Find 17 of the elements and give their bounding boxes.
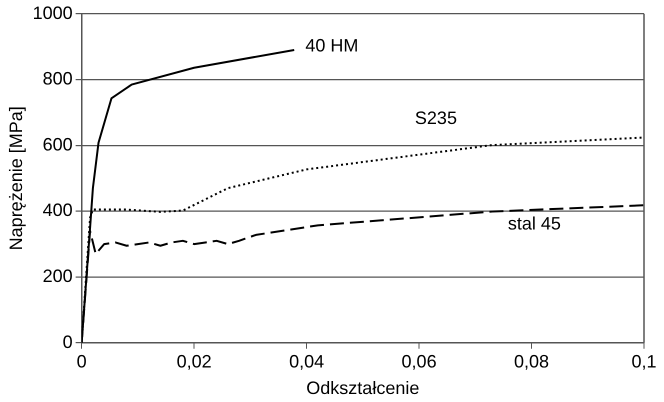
x-tick-label: 0,02 (176, 352, 212, 372)
series-label: stal 45 (508, 213, 561, 234)
x-tick-label: 0,06 (402, 352, 437, 372)
series-label: 40 HM (305, 36, 358, 56)
y-tick-label: 0 (62, 332, 73, 352)
y-tick-label: 400 (42, 200, 73, 220)
y-tick-label: 800 (42, 68, 73, 89)
y-axis-title: Naprężenie [MPa] (6, 106, 26, 250)
series-label: S235 (414, 108, 457, 128)
x-tick-label: 0,08 (514, 352, 550, 372)
x-axis-title: Odkształcenie (306, 378, 420, 398)
y-tick-label: 1000 (32, 2, 73, 23)
y-tick-label: 600 (42, 134, 73, 154)
x-tick-label: 0,1 (631, 352, 657, 372)
x-tick-label: 0 (76, 352, 87, 372)
x-tick-label: 0,04 (289, 352, 324, 372)
y-tick-label: 200 (42, 266, 73, 286)
